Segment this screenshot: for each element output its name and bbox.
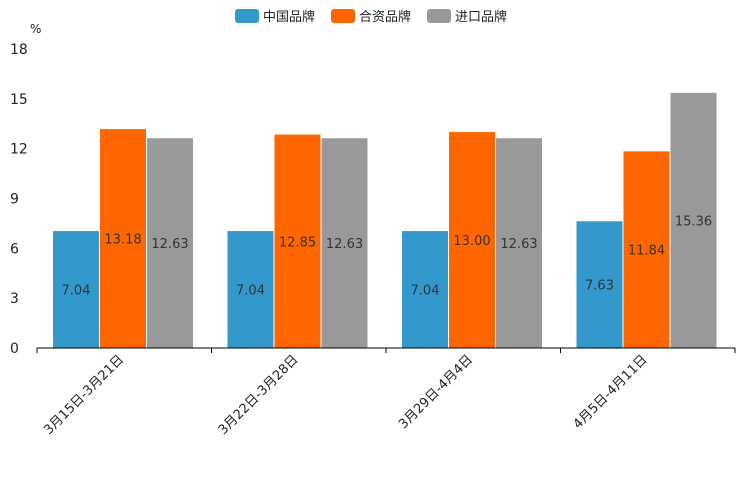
y-tick-label: 3 xyxy=(10,291,19,307)
legend-swatch xyxy=(331,9,355,23)
data-label: 12.63 xyxy=(500,237,537,252)
data-label: 11.84 xyxy=(628,244,665,259)
bar xyxy=(147,138,193,348)
y-tick-label: 15 xyxy=(10,92,28,108)
bar xyxy=(623,151,670,348)
x-tick-label: 3月29日-4月4日 xyxy=(396,352,476,432)
data-label: 7.63 xyxy=(585,279,614,294)
y-axis-ticks: 0 3 6 9 12 15 18 xyxy=(10,42,28,357)
y-tick-label: 9 xyxy=(10,192,19,208)
y-axis-unit: % xyxy=(30,22,41,36)
bar xyxy=(53,231,99,348)
legend-swatch xyxy=(427,9,451,23)
data-label: 13.00 xyxy=(453,234,490,249)
data-label: 12.85 xyxy=(279,235,316,250)
y-tick-label: 12 xyxy=(10,142,28,158)
data-label: 7.04 xyxy=(62,284,91,299)
x-tick-label: 4月5日-4月11日 xyxy=(571,352,651,432)
data-label: 15.36 xyxy=(675,214,712,229)
legend-label: 中国品牌 xyxy=(263,9,315,25)
bar xyxy=(670,92,717,348)
bar xyxy=(449,132,495,348)
bar xyxy=(402,231,448,348)
data-label: 12.63 xyxy=(151,237,188,252)
bars xyxy=(53,92,717,348)
bar xyxy=(227,231,274,348)
bar xyxy=(496,138,542,348)
x-tick-label: 3月15日-3月21日 xyxy=(41,352,127,438)
legend: 中国品牌 合资品牌 进口品牌 xyxy=(235,9,507,25)
legend-label: 合资品牌 xyxy=(359,9,411,25)
bar xyxy=(274,134,321,348)
bar xyxy=(576,221,623,348)
data-label: 12.63 xyxy=(326,237,363,252)
x-tick-label: 3月22日-3月28日 xyxy=(216,352,302,438)
legend-label: 进口品牌 xyxy=(455,9,507,25)
x-axis-ticks: 3月15日-3月21日 3月22日-3月28日 3月29日-4月4日 4月5日-4月1… xyxy=(36,348,736,438)
bar xyxy=(321,138,368,348)
y-tick-label: 0 xyxy=(10,341,19,357)
legend-swatch xyxy=(235,9,259,23)
data-label: 7.04 xyxy=(411,284,440,299)
data-label: 13.18 xyxy=(104,233,141,248)
y-tick-label: 18 xyxy=(10,42,28,58)
bar xyxy=(100,129,146,348)
data-label: 7.04 xyxy=(236,284,265,299)
data-labels: 7.04 13.18 12.63 7.04 12.85 12.63 7.04 13.00 12.… xyxy=(62,214,713,298)
y-tick-label: 6 xyxy=(10,241,19,257)
